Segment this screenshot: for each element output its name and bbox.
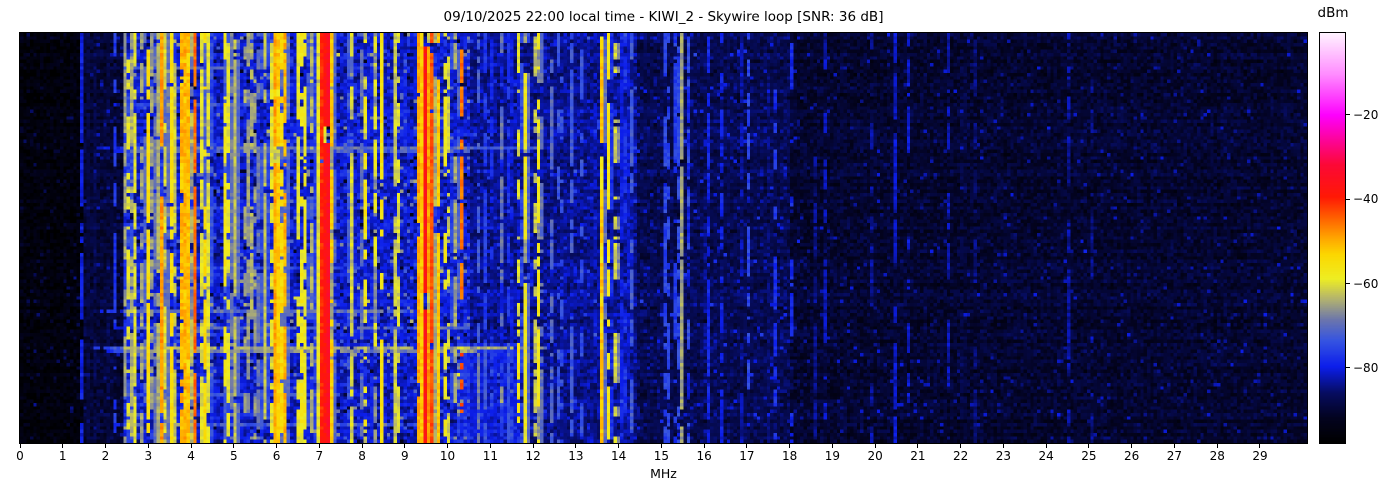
waterfall-heatmap-canvas xyxy=(20,33,1307,443)
x-tick-mark xyxy=(1259,444,1261,448)
chart-title: 09/10/2025 22:00 local time - KIWI_2 - S… xyxy=(443,9,884,25)
x-tick-mark xyxy=(361,444,363,448)
x-tick-mark xyxy=(447,444,449,448)
x-tick-label: 22 xyxy=(953,449,969,463)
x-tick-mark xyxy=(19,444,21,448)
x-tick-label: 21 xyxy=(910,449,926,463)
x-tick-mark xyxy=(917,444,919,448)
x-tick-mark xyxy=(960,444,962,448)
x-tick-mark xyxy=(575,444,577,448)
x-tick-label: 20 xyxy=(867,449,883,463)
colorbar-tick-mark xyxy=(1346,114,1350,116)
x-tick-mark xyxy=(105,444,106,448)
x-tick-label: 27 xyxy=(1166,449,1183,463)
x-tick-label: 13 xyxy=(568,449,584,463)
x-tick-label: 18 xyxy=(781,449,798,463)
x-tick-mark xyxy=(831,444,833,448)
x-tick-mark xyxy=(1088,444,1090,448)
x-tick-mark xyxy=(874,444,876,448)
x-tick-label: 1 xyxy=(58,449,67,463)
x-tick-mark xyxy=(1131,444,1133,448)
waterfall-plot-frame xyxy=(19,32,1308,444)
colorbar-frame xyxy=(1319,32,1346,444)
x-tick-label: 23 xyxy=(995,449,1012,463)
x-tick-label: 24 xyxy=(1038,449,1054,463)
x-tick-mark xyxy=(489,444,491,448)
x-tick-mark xyxy=(1045,444,1047,448)
x-tick-label: 9 xyxy=(400,449,409,463)
x-tick-label: 7 xyxy=(315,449,324,463)
x-tick-mark xyxy=(190,444,192,448)
colorbar-tick-mark xyxy=(1346,198,1350,200)
x-tick-label: 8 xyxy=(358,449,366,463)
colorbar-tick-label: −40 xyxy=(1353,192,1379,207)
x-tick-label: 11 xyxy=(482,449,498,463)
colorbar-tick-label: −80 xyxy=(1353,360,1379,375)
colorbar-tick-label: −60 xyxy=(1353,276,1379,291)
x-tick-label: 25 xyxy=(1081,449,1097,463)
x-tick-label: 28 xyxy=(1209,449,1225,463)
x-tick-label: 10 xyxy=(439,449,456,463)
x-tick-label: 5 xyxy=(229,449,238,463)
x-tick-label: 4 xyxy=(187,449,195,463)
x-tick-label: 29 xyxy=(1252,449,1268,463)
x-tick-mark xyxy=(62,444,64,448)
colorbar-tick-mark xyxy=(1346,367,1350,369)
x-tick-mark xyxy=(318,444,320,448)
x-tick-mark xyxy=(1002,444,1004,448)
x-tick-mark xyxy=(233,444,235,448)
x-tick-label: 6 xyxy=(272,449,281,463)
x-tick-mark xyxy=(147,444,149,448)
x-tick-mark xyxy=(703,444,705,448)
x-tick-label: 26 xyxy=(1124,449,1140,463)
x-tick-mark xyxy=(789,444,791,448)
colorbar-gradient-canvas xyxy=(1320,33,1345,443)
x-tick-label: 16 xyxy=(696,449,712,463)
colorbar-unit-label: dBm xyxy=(1317,5,1349,21)
x-tick-label: 19 xyxy=(824,449,841,463)
x-tick-label: 0 xyxy=(16,449,24,463)
x-tick-label: 14 xyxy=(610,449,627,463)
x-tick-mark xyxy=(532,444,534,448)
x-tick-mark xyxy=(1216,444,1218,448)
x-tick-mark xyxy=(618,444,620,448)
colorbar-tick-mark xyxy=(1346,283,1350,285)
x-tick-mark xyxy=(404,444,406,448)
colorbar-tick-label: −20 xyxy=(1353,107,1379,122)
x-tick-label: 15 xyxy=(653,449,669,463)
x-tick-label: 12 xyxy=(525,449,541,463)
x-tick-mark xyxy=(746,444,748,448)
x-tick-mark xyxy=(276,444,278,448)
x-tick-label: 3 xyxy=(144,449,153,463)
x-axis-label: MHz xyxy=(650,466,677,481)
x-tick-mark xyxy=(1173,444,1175,448)
x-tick-label: 17 xyxy=(739,449,755,463)
x-tick-mark xyxy=(660,444,662,448)
x-tick-label: 2 xyxy=(101,449,110,463)
